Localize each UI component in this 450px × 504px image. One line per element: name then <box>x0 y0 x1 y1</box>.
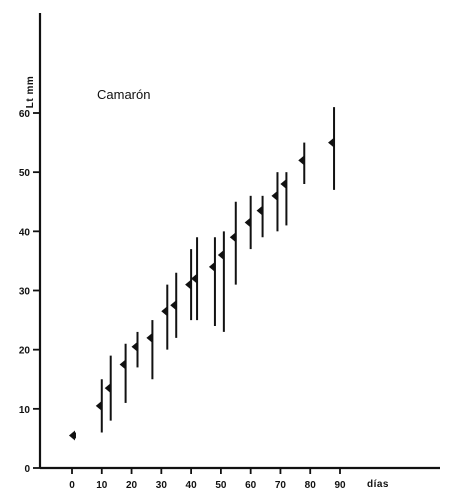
chart-title: Camarón <box>97 87 150 102</box>
y-ticks: 0 10 20 30 40 50 60 <box>19 109 40 475</box>
data-point <box>131 341 138 352</box>
y-tick-label: 60 <box>19 109 31 120</box>
x-tick-label: 80 <box>305 480 317 491</box>
data-point <box>185 279 192 290</box>
data-point <box>68 430 75 441</box>
y-tick-label: 30 <box>19 287 31 298</box>
x-tick-label: 60 <box>245 480 257 491</box>
x-tick-label: 70 <box>275 480 287 491</box>
y-axis-label: Lt mm <box>25 76 36 109</box>
x-tick-label: 30 <box>156 480 168 491</box>
data-point <box>146 332 153 343</box>
data-point <box>170 300 177 311</box>
y-tick-label: 0 <box>24 464 30 475</box>
data-point <box>244 217 251 228</box>
x-tick-label: 0 <box>69 480 75 491</box>
data-point <box>229 232 236 243</box>
x-tick-label: 40 <box>186 480 198 491</box>
y-tick-label: 50 <box>19 168 31 179</box>
data-point <box>271 190 278 201</box>
x-ticks: 0 10 20 30 40 50 60 70 80 90 <box>69 468 346 491</box>
data-point <box>256 205 263 216</box>
data-marks <box>68 107 336 441</box>
data-point <box>104 383 111 394</box>
x-axis-label: días <box>367 479 389 490</box>
data-point <box>95 400 102 411</box>
data-point <box>161 306 168 317</box>
x-tick-label: 20 <box>126 480 138 491</box>
data-point <box>119 359 126 370</box>
data-point <box>191 273 198 284</box>
data-point <box>298 155 305 166</box>
data-point <box>280 179 287 189</box>
y-tick-label: 40 <box>19 227 31 238</box>
x-tick-label: 10 <box>96 480 108 491</box>
y-tick-label: 10 <box>19 405 31 416</box>
data-point <box>217 250 224 260</box>
y-tick-label: 20 <box>19 346 31 357</box>
axes <box>38 13 440 470</box>
data-point <box>208 261 215 272</box>
data-point <box>328 137 335 148</box>
x-tick-label: 50 <box>215 480 227 491</box>
x-tick-label: 90 <box>334 480 346 491</box>
